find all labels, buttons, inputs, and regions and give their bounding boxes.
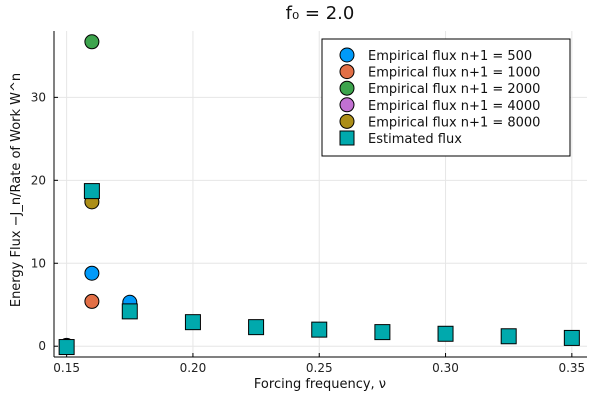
legend-label: Empirical flux n+1 = 500 [368,49,532,64]
legend-label: Empirical flux n+1 = 2000 [368,82,540,97]
chart-title: f₀ = 2.0 [286,3,355,24]
legend-box [321,38,571,157]
estimated-flux-point [58,339,75,356]
legend-marker [339,47,355,63]
y-tick-label: 10 [31,256,46,270]
y-tick-label: 0 [38,339,46,353]
x-tick-label: 0.30 [432,361,459,375]
estimated-flux-point [374,324,391,341]
points-layer [58,34,580,356]
y-tick-label: 30 [31,90,46,104]
estimated-flux-point [563,329,580,346]
legend-label: Empirical flux n+1 = 4000 [368,99,540,114]
legend-label: Empirical flux n+1 = 8000 [368,115,540,130]
estimated-flux-point [121,303,138,320]
estimated-flux-point [248,319,265,336]
legend-items: Empirical flux n+1 = 500 Empirical flux n… [339,47,540,147]
legend-marker [339,64,355,80]
legend: Empirical flux n+1 = 500 Empirical flux n… [321,38,571,157]
empirical-flux-point [84,265,100,281]
legend-marker [339,80,355,96]
legend-marker [339,113,355,129]
legend-label: Empirical flux n+1 = 1000 [368,66,540,81]
x-tick-label: 0.35 [558,361,585,375]
x-tick-label: 0.25 [306,361,333,375]
x-tick-label: 0.15 [53,361,80,375]
x-axis-title: Forcing frequency, ν [254,377,386,392]
axes-layer [53,31,587,358]
estimated-flux-point [437,325,454,342]
y-axis-title: Energy Flux −J_n/Rate of Work W^n [9,73,24,307]
estimated-flux-point [500,328,517,345]
estimated-flux-point [184,314,201,331]
legend-marker [339,130,355,146]
legend-label: Estimated flux [368,132,462,147]
empirical-flux-point [84,293,100,309]
x-tick-label: 0.20 [180,361,207,375]
y-tick-label: 20 [31,173,46,187]
legend-marker [339,97,355,113]
ticks-layer: 0.15 0.20 0.25 0.30 0.35 0 10 20 30 [31,90,585,375]
estimated-flux-point [311,321,328,338]
estimated-flux-point [83,183,100,200]
empirical-flux-point [84,34,100,50]
